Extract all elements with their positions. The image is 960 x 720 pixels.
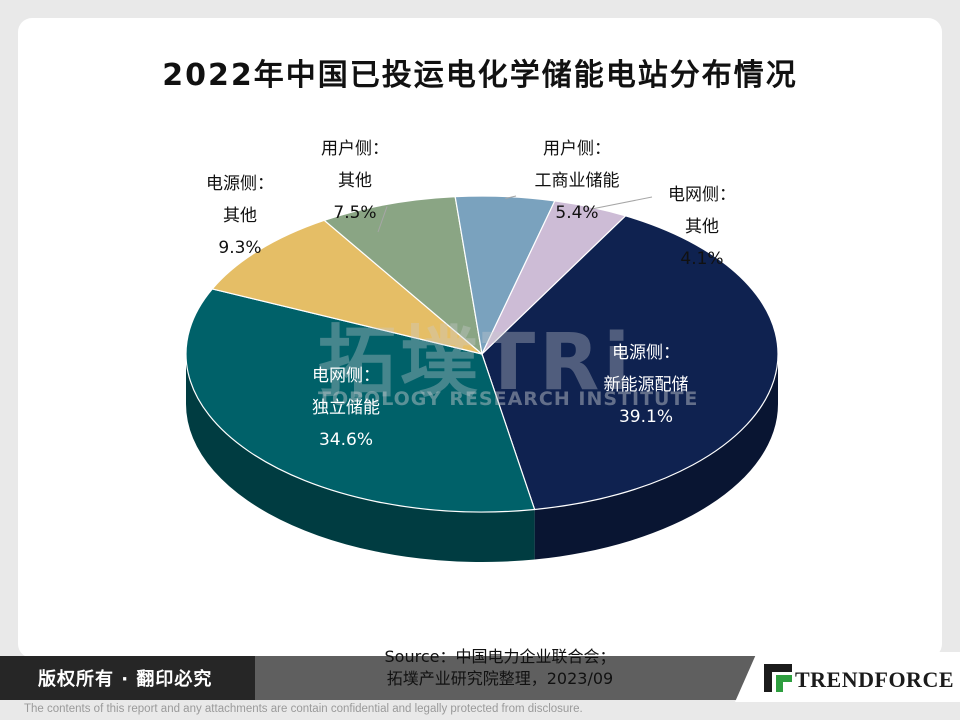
slice-label-line: 其他 bbox=[223, 206, 257, 226]
slice-value-label: 4.1% bbox=[680, 249, 724, 269]
pie-slice bbox=[185, 288, 536, 513]
slice-value-label: 5.4% bbox=[555, 203, 599, 223]
brand-logo-text: TRENDFORCE bbox=[795, 667, 955, 692]
pie-slice bbox=[481, 215, 779, 511]
slice-label-line: 用户侧： bbox=[321, 139, 389, 159]
slice-value-label: 39.1% bbox=[618, 407, 673, 427]
pie-slice-side bbox=[534, 354, 778, 560]
leader-line bbox=[590, 196, 653, 210]
slice-label-line: 电源侧： bbox=[206, 174, 274, 194]
slice-label-line: 其他 bbox=[338, 171, 372, 191]
leader-line bbox=[505, 195, 517, 199]
slice-label-line: 用户侧： bbox=[543, 139, 611, 159]
slice-label-user-other: 用户侧： 其他 7.5% bbox=[285, 133, 425, 229]
slice-label-line: 电网侧： bbox=[312, 366, 380, 386]
slice-label-source-other: 电源侧： 其他 9.3% bbox=[170, 168, 310, 264]
slice-label-line: 工商业储能 bbox=[534, 171, 620, 191]
source-line-2: 拓墣产业研究院整理，2023/09 bbox=[386, 669, 614, 688]
pie-slice bbox=[481, 200, 627, 355]
source-note: Source：中国电力企业联合会； 拓墣产业研究院整理，2023/09 bbox=[350, 646, 650, 690]
slice-label-line: 电源侧： bbox=[612, 343, 680, 363]
chart-title: 2022年中国已投运电化学储能电站分布情况 bbox=[162, 58, 798, 93]
source-line-1: Source：中国电力企业联合会； bbox=[384, 647, 616, 666]
slice-label-grid-independent: 电网侧： 独立储能 34.6% bbox=[276, 360, 416, 456]
pie-slice bbox=[323, 196, 483, 356]
slice-label-grid-other: 电网侧： 其他 4.1% bbox=[632, 179, 772, 275]
slice-label-user-commercial: 用户侧： 工商业储能 5.4% bbox=[507, 133, 647, 229]
slice-value-label: 7.5% bbox=[333, 203, 377, 223]
slice-label-grid-source-newenergy: 电源侧： 新能源配储 39.1% bbox=[566, 337, 726, 433]
slice-label-line: 独立储能 bbox=[312, 398, 380, 418]
disclaimer-text: The contents of this report and any atta… bbox=[24, 703, 583, 715]
slice-value-label: 9.3% bbox=[218, 238, 262, 258]
slice-label-line: 新能源配储 bbox=[603, 375, 689, 395]
footer-copyright-panel bbox=[0, 656, 255, 700]
slice-label-line: 电网侧： bbox=[668, 185, 736, 205]
pie-slice bbox=[211, 219, 483, 355]
slice-value-label: 34.6% bbox=[318, 430, 373, 450]
copyright-text: 版权所有 · 翻印必究 bbox=[38, 669, 213, 690]
pie-slice-side bbox=[186, 354, 535, 562]
brand-logo-panel bbox=[735, 652, 960, 702]
trendforce-logo-icon bbox=[764, 664, 792, 692]
slice-label-line: 其他 bbox=[685, 217, 719, 237]
leader-line bbox=[377, 206, 388, 233]
